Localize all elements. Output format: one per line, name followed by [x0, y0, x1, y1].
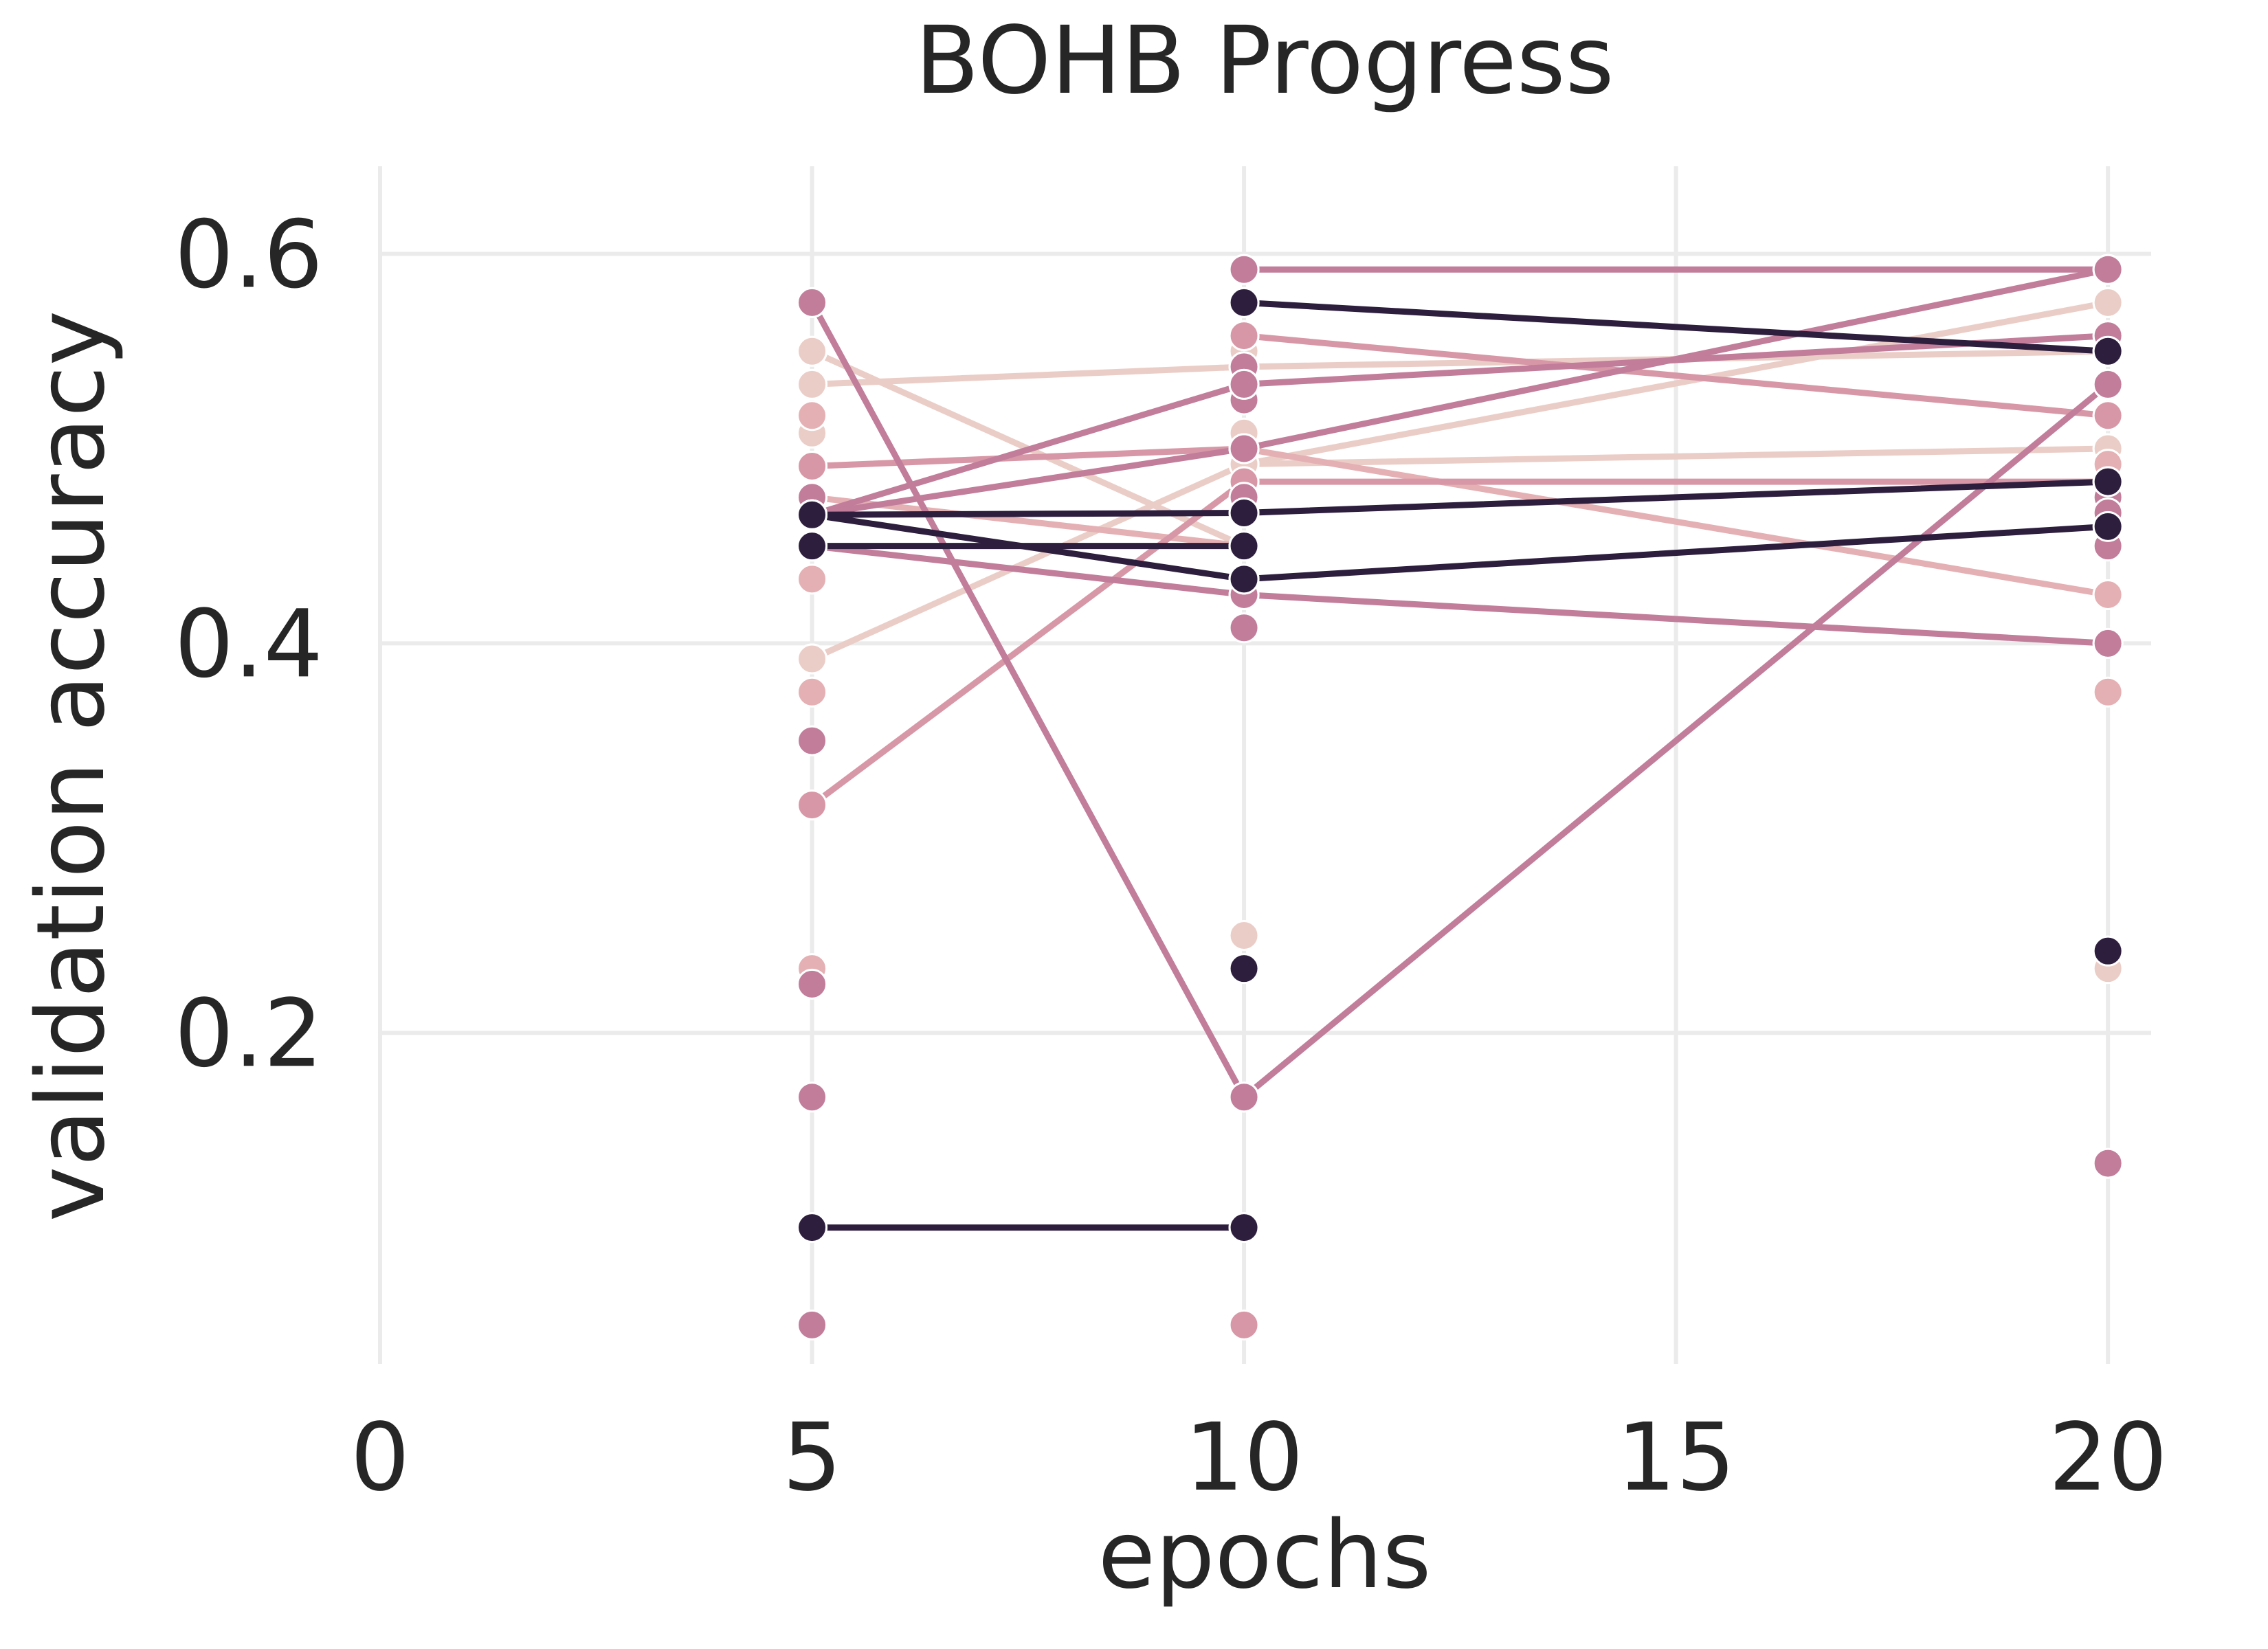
- data-point: [2092, 627, 2124, 659]
- data-point: [797, 530, 828, 562]
- data-point: [2092, 466, 2124, 497]
- data-point: [797, 676, 828, 708]
- series-line: [1241, 523, 2111, 583]
- data-point: [1228, 368, 1260, 400]
- data-point: [1228, 287, 1260, 318]
- data-point: [1228, 254, 1260, 285]
- series-line: [1241, 333, 2111, 419]
- x-tick-label: 5: [782, 1404, 842, 1512]
- series-line: [1241, 299, 2111, 355]
- data-point: [797, 450, 828, 482]
- y-tick-label: 0.4: [175, 590, 323, 699]
- series-lines: [809, 266, 2111, 1231]
- y-axis-label: validation accuracy: [17, 311, 126, 1222]
- data-point: [2092, 368, 2124, 400]
- data-point: [2092, 335, 2124, 367]
- data-point: [797, 1081, 828, 1113]
- data-point: [1228, 563, 1260, 595]
- series-line: [1241, 445, 2111, 468]
- data-point: [797, 499, 828, 530]
- data-points: [797, 254, 2124, 1340]
- x-axis-label: epochs: [1098, 1501, 1431, 1610]
- data-point: [797, 643, 828, 675]
- data-point: [797, 1212, 828, 1244]
- data-point: [2092, 511, 2124, 542]
- data-point: [797, 1309, 828, 1340]
- data-point: [797, 725, 828, 756]
- x-tick-label: 20: [2049, 1404, 2168, 1512]
- data-point: [2092, 254, 2124, 285]
- data-point: [797, 789, 828, 821]
- data-point: [1228, 433, 1260, 464]
- x-tick-labels: 0 5 10 15 20: [351, 1404, 2168, 1512]
- data-point: [797, 563, 828, 595]
- data-point: [2092, 935, 2124, 967]
- data-point: [1228, 530, 1260, 562]
- data-point: [797, 968, 828, 1000]
- data-point: [1228, 953, 1260, 985]
- x-tick-label: 10: [1185, 1404, 1304, 1512]
- data-point: [797, 287, 828, 318]
- data-point: [2092, 1147, 2124, 1179]
- data-point: [1228, 1212, 1260, 1244]
- series-line: [1241, 445, 2111, 598]
- data-point: [1228, 1309, 1260, 1340]
- data-point: [2092, 400, 2124, 431]
- chart-title: BOHB Progress: [915, 7, 1614, 115]
- data-point: [1228, 497, 1260, 528]
- data-point: [1228, 612, 1260, 644]
- data-point: [1228, 919, 1260, 951]
- x-tick-label: 15: [1616, 1404, 1735, 1512]
- y-tick-label: 0.6: [175, 201, 323, 310]
- series-line: [809, 266, 2111, 518]
- y-tick-label: 0.2: [175, 980, 323, 1088]
- y-tick-labels: 0.2 0.4 0.6: [175, 201, 323, 1089]
- data-point: [2092, 287, 2124, 318]
- data-point: [1228, 320, 1260, 352]
- data-point: [2092, 579, 2124, 611]
- data-point: [797, 368, 828, 400]
- data-point: [2092, 676, 2124, 708]
- x-tick-label: 0: [351, 1404, 410, 1512]
- data-point: [797, 400, 828, 431]
- series-line: [809, 445, 1247, 469]
- data-point: [797, 335, 828, 367]
- data-point: [1228, 1081, 1260, 1113]
